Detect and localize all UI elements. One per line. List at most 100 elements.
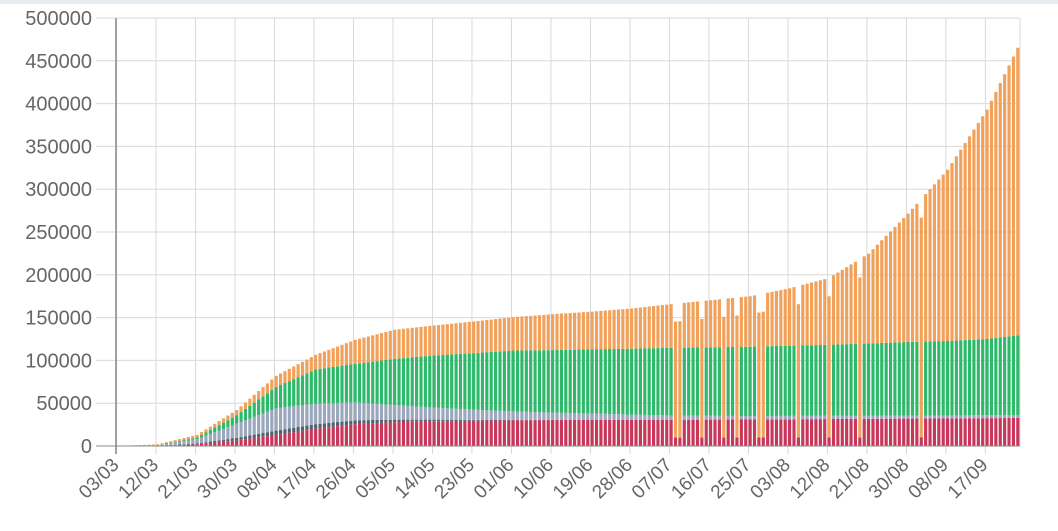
bar-segment-bottom-crimson-29-06 xyxy=(634,420,637,446)
bar-segment-orange-01-09 xyxy=(915,204,918,342)
bar-segment-slate-13-03 xyxy=(160,445,163,446)
bar-segment-bottom-crimson-14-06 xyxy=(569,420,572,446)
bar-segment-dark-slate-29-05 xyxy=(498,420,501,421)
bar-segment-bottom-crimson-26-08 xyxy=(889,419,892,446)
bar-segment-slate-22-06 xyxy=(604,414,607,420)
bar-segment-slate-22-09 xyxy=(1007,415,1010,418)
bar-segment-bottom-crimson-17-05 xyxy=(446,421,449,446)
bar-segment-bottom-crimson-27-04 xyxy=(358,424,361,446)
x-tick-label: 16/07 xyxy=(667,455,715,503)
bar-segment-orange-08-05 xyxy=(406,328,409,357)
bar-segment-orange-05-04 xyxy=(261,387,264,396)
x-tick-label: 21/03 xyxy=(154,455,202,503)
bar-segment-green-13-05 xyxy=(428,356,431,408)
bar-segment-orange-16-08 xyxy=(845,267,848,344)
bar-segment-slate-29-06 xyxy=(634,415,637,420)
bar-segment-green-12-04 xyxy=(292,379,295,406)
bar-segment-orange-27-05 xyxy=(490,320,493,352)
bar-segment-orange-04-06 xyxy=(525,316,528,350)
bar-segment-orange-02-07 xyxy=(648,307,651,349)
bar-segment-green-04-08 xyxy=(792,346,795,416)
bar-segment-orange-29-05 xyxy=(498,319,501,352)
bar-segment-bottom-crimson-06-04 xyxy=(266,436,269,446)
x-tick-label: 03/08 xyxy=(746,455,794,503)
bar-segment-bottom-crimson-20-09 xyxy=(999,418,1002,446)
bar-segment-orange-09-06 xyxy=(547,315,550,351)
bar-segment-bottom-crimson-22-09 xyxy=(1007,418,1010,446)
bar-segment-green-07-06 xyxy=(538,350,541,412)
bar-segment-orange-30-03 xyxy=(235,410,238,415)
bar-segment-slate-06-07 xyxy=(665,415,668,419)
bar-segment-slate-14-03 xyxy=(165,444,168,445)
bar-segment-slate-21-06 xyxy=(599,414,602,420)
bar-segment-bottom-crimson-07-09 xyxy=(942,418,945,446)
bar-segment-bottom-crimson-09-08 xyxy=(814,419,817,446)
bar-segment-green-06-06 xyxy=(534,350,537,412)
bar-segment-bottom-crimson-05-05 xyxy=(393,422,396,446)
bar-segment-bottom-crimson-16-05 xyxy=(441,421,444,446)
bar-segment-bottom-crimson-04-04 xyxy=(257,437,260,446)
bar-segment-dark-slate-19-03 xyxy=(187,444,190,445)
bar-segment-dark-slate-13-04 xyxy=(297,427,300,432)
x-tick-label: 07/07 xyxy=(628,455,676,503)
bar-segment-orange-06-04 xyxy=(266,383,269,393)
bar-segment-orange-16-05 xyxy=(441,325,444,355)
bar-segment-green-21-05 xyxy=(463,354,466,410)
bar-segment-slate-04-05 xyxy=(389,405,392,420)
bar-segment-slate-05-04 xyxy=(261,413,264,433)
bar-segment-slate-11-04 xyxy=(288,407,291,429)
bar-segment-orange-05-09 xyxy=(933,184,936,341)
bar-segment-orange-11-07 xyxy=(687,302,690,347)
bar-segment-green-17-04 xyxy=(314,369,317,403)
bar-segment-dark-slate-04-05 xyxy=(389,420,392,423)
bar-segment-green-01-07 xyxy=(643,348,646,414)
bar-segment-slate-11-05 xyxy=(419,407,422,420)
bar-segment-orange-16-03 xyxy=(174,440,177,442)
bar-segment-slate-04-06 xyxy=(525,412,528,420)
bar-segment-slate-04-09 xyxy=(928,416,931,419)
bar-segment-green-16-04 xyxy=(310,371,313,404)
bar-segment-orange-15-06 xyxy=(573,313,576,350)
bar-segment-green-02-07 xyxy=(648,348,651,415)
bar-segment-green-01-05 xyxy=(376,361,379,404)
bar-segment-orange-24-05 xyxy=(476,321,479,353)
bar-segment-green-17-03 xyxy=(178,441,181,442)
bar-segment-dark-slate-06-05 xyxy=(397,420,400,422)
bar-segment-bottom-crimson-29-04 xyxy=(367,424,370,446)
y-tick-label: 450000 xyxy=(25,51,92,73)
bar-segment-slate-16-07 xyxy=(709,416,712,420)
bar-segment-slate-12-05 xyxy=(424,407,427,420)
bar-segment-slate-20-03 xyxy=(191,440,194,444)
bar-segment-orange-30-05 xyxy=(503,318,506,351)
bar-segment-orange-22-08 xyxy=(871,249,874,343)
bar-segment-dark-slate-28-04 xyxy=(362,420,365,424)
bar-segment-green-14-06 xyxy=(569,350,572,413)
bar-segment-slate-14-04 xyxy=(301,405,304,426)
bar-segment-green-06-04 xyxy=(266,393,269,412)
bar-segment-bottom-crimson-15-08 xyxy=(841,419,844,446)
bar-segment-bottom-crimson-19-04 xyxy=(323,428,326,446)
bar-segment-slate-10-05 xyxy=(415,407,418,420)
bar-segment-green-03-09 xyxy=(924,342,927,416)
bar-segment-green-07-05 xyxy=(402,358,405,406)
bar-segment-bottom-crimson-23-06 xyxy=(608,420,611,446)
bar-segment-slate-08-04 xyxy=(275,408,278,430)
bar-segment-orange-23-09 xyxy=(1012,57,1015,336)
bar-segment-bottom-crimson-16-09 xyxy=(981,418,984,446)
bar-segment-orange-24-07 xyxy=(744,297,747,347)
bar-segment-slate-17-07 xyxy=(713,416,716,420)
bar-segment-green-06-05 xyxy=(397,358,400,405)
bar-segment-slate-08-06 xyxy=(542,412,545,420)
bar-segment-green-01-04 xyxy=(244,409,247,420)
bar-segment-orange-31-08 xyxy=(911,209,914,342)
bar-segment-green-24-09 xyxy=(1016,335,1019,415)
bar-segment-slate-21-03 xyxy=(196,439,199,443)
bar-segment-green-20-08 xyxy=(863,344,866,416)
bar-segment-bottom-crimson-09-07 xyxy=(678,438,681,446)
bar-segment-green-25-08 xyxy=(885,343,888,416)
bar-segment-slate-29-07 xyxy=(766,416,769,419)
bar-segment-green-19-04 xyxy=(323,368,326,403)
bar-segment-green-10-04 xyxy=(283,383,286,407)
bar-segment-slate-21-07 xyxy=(731,416,734,420)
bar-segment-bottom-crimson-21-05 xyxy=(463,421,466,446)
